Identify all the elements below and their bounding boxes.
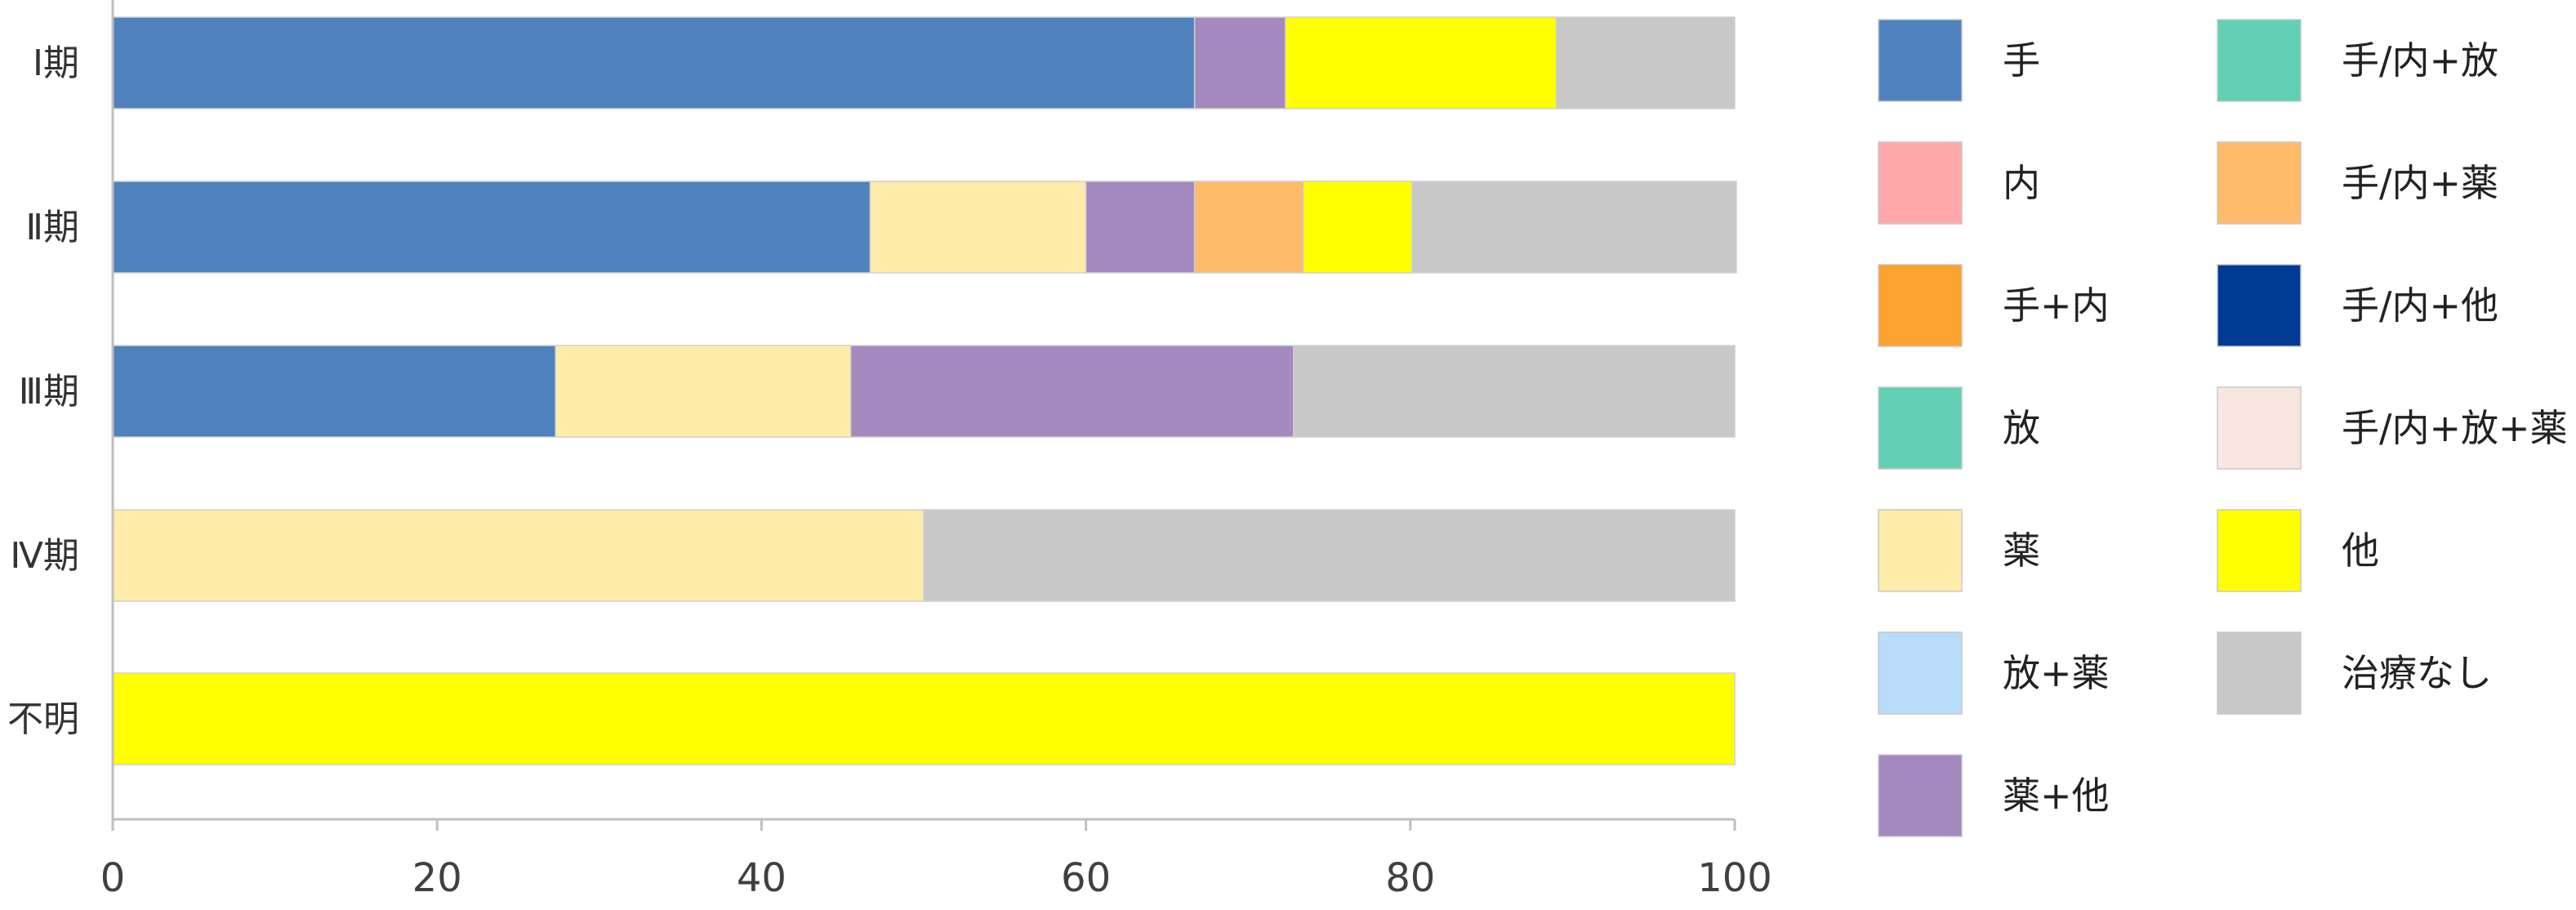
x-tick-label: 80 — [1385, 855, 1435, 901]
legend-label: 内 — [2003, 161, 2040, 205]
legend-label: 他 — [2342, 529, 2379, 573]
legend-swatch — [1878, 386, 1963, 470]
bar-segment — [1293, 345, 1736, 438]
legend-label: 手 — [2003, 38, 2040, 83]
legend-label: 手/内+薬 — [2342, 161, 2498, 205]
legend-label: 治療なし — [2342, 651, 2492, 695]
bar-segment — [112, 16, 1196, 109]
bar-segment — [1285, 16, 1558, 109]
bar-segment — [1555, 16, 1736, 109]
bars-layer — [112, 16, 1737, 765]
legend-swatch — [1878, 509, 1963, 592]
x-tick-label: 40 — [737, 855, 787, 901]
bar-segment — [869, 181, 1087, 274]
legend-swatch — [1878, 631, 1963, 715]
bar-segment — [555, 345, 852, 438]
category-label: 不明 — [7, 698, 79, 740]
bar-segment — [1411, 181, 1737, 274]
legend-swatch — [1878, 19, 1963, 102]
category-label: Ⅳ期 — [10, 535, 79, 577]
legend-swatch — [2217, 141, 2302, 225]
category-label: Ⅱ期 — [25, 207, 79, 248]
legend-swatch — [1878, 754, 1963, 837]
bar-segment — [1193, 16, 1286, 109]
bar-segment — [112, 345, 556, 438]
bar-segment — [112, 181, 871, 274]
legend-swatch — [2217, 631, 2302, 715]
legend-swatch — [2217, 264, 2302, 347]
legend-swatch — [2217, 386, 2302, 470]
legend-label: 薬 — [2003, 529, 2040, 573]
x-tick-label: 60 — [1061, 855, 1111, 901]
bar-segment — [849, 345, 1295, 438]
legend-swatch — [2217, 509, 2302, 592]
legend-label: 手/内+放 — [2342, 38, 2498, 83]
legend-swatch — [1878, 264, 1963, 347]
bar-segment — [923, 509, 1736, 602]
bar-segment — [1302, 181, 1413, 274]
category-label: Ⅲ期 — [19, 371, 79, 413]
legend-swatch — [1878, 141, 1963, 225]
legend-label: 放+薬 — [2003, 651, 2110, 695]
legend-label: 手+内 — [2003, 283, 2110, 328]
bar-segment — [1085, 181, 1196, 274]
bar-segment — [1193, 181, 1304, 274]
category-label: Ⅰ期 — [33, 42, 79, 84]
legend-label: 手/内+他 — [2342, 283, 2498, 328]
x-tick-label: 20 — [412, 855, 462, 901]
x-tick-label: 0 — [100, 855, 126, 901]
x-tick-label: 100 — [1697, 855, 1772, 901]
bar-segment — [112, 509, 925, 602]
bar-segment — [112, 672, 1736, 765]
legend-label: 手/内+放+薬 — [2342, 406, 2568, 450]
legend-swatch — [2217, 19, 2302, 102]
legend-label: 放 — [2003, 406, 2040, 450]
legend-label: 薬+他 — [2003, 774, 2110, 818]
